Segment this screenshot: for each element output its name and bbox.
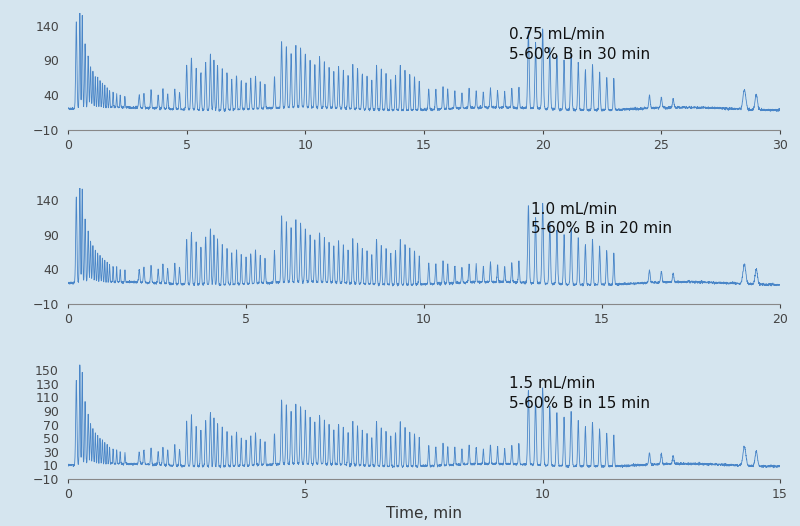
Text: 1.0 mL/min
5-60% B in 20 min: 1.0 mL/min 5-60% B in 20 min xyxy=(531,201,672,237)
Text: 0.75 mL/min
5-60% B in 30 min: 0.75 mL/min 5-60% B in 30 min xyxy=(510,27,650,62)
Text: 1.5 mL/min
5-60% B in 15 min: 1.5 mL/min 5-60% B in 15 min xyxy=(510,376,650,411)
X-axis label: Time, min: Time, min xyxy=(386,506,462,521)
